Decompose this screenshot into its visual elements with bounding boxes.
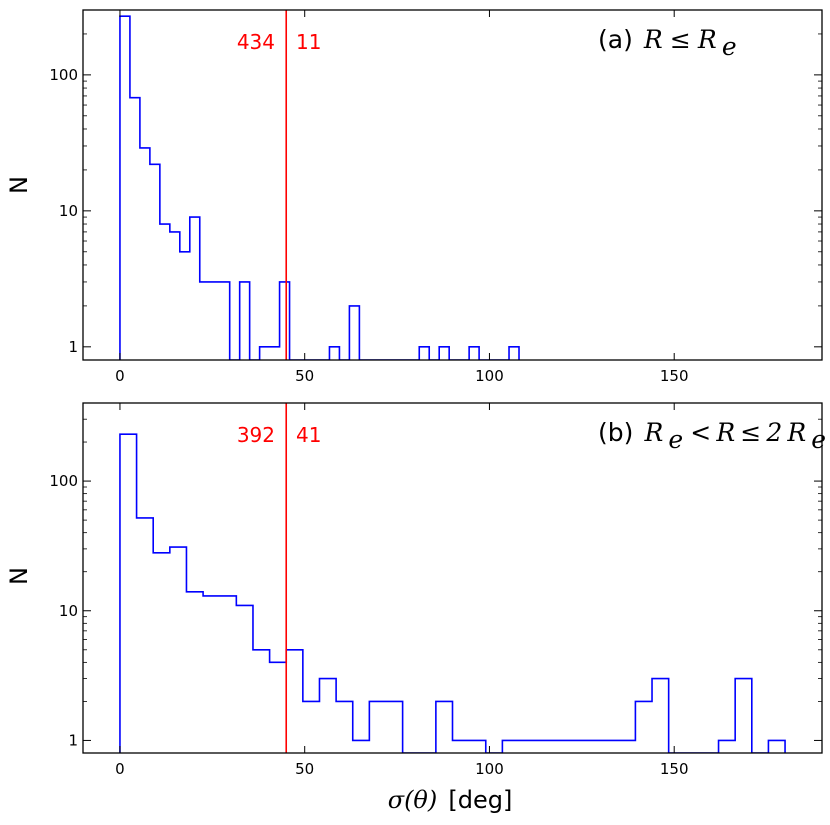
panel-a-ytick-label: 100 <box>49 66 78 84</box>
panel-a-xtick-label: 50 <box>295 367 314 385</box>
panel-a-count-left: 434 <box>237 30 275 54</box>
panel-a-ytick-label: 1 <box>68 338 78 356</box>
panel-b-condition-lt: < <box>690 418 711 447</box>
panel-b-condition-r1-sub: e <box>668 425 683 454</box>
panel-b-xtick-label: 0 <box>115 760 125 778</box>
panel-a-condition-op: ≤ <box>670 25 691 54</box>
panel-b-ylabel: N <box>5 567 33 585</box>
panel-a-frame <box>82 9 823 361</box>
panel-a-label: (a) <box>598 25 633 54</box>
panel-a-xtick-label: 0 <box>115 367 125 385</box>
panel-b-label: (b) <box>598 418 633 447</box>
panel-a-ylabel: N <box>5 176 33 194</box>
panel-b-xtick-label: 50 <box>295 760 314 778</box>
panel-a-plot <box>119 10 520 360</box>
panel-a-title: (a) R ≤ R e <box>598 25 737 61</box>
panel-b-condition-r2: R <box>786 418 806 447</box>
panel-b-ytick-label: 1 <box>68 731 78 749</box>
panel-b-frame <box>82 402 823 754</box>
panel-a-xtick-label: 150 <box>660 367 689 385</box>
panel-b-count-right: 41 <box>296 423 321 447</box>
panel-a-ytick-label: 10 <box>59 202 78 220</box>
panel-b-xtick-label: 150 <box>660 760 689 778</box>
panel-b-xtick-label: 100 <box>475 760 504 778</box>
panel-b-histogram <box>119 433 786 753</box>
x-axis-label: σ(θ) [deg] <box>388 786 513 814</box>
panel-b: N 392 41 (b) R e < R ≤ 2 R e 0 50 100 150 1 1… <box>5 402 826 778</box>
panel-b-count-left: 392 <box>237 423 275 447</box>
panel-b-ytick-label: 100 <box>49 472 78 490</box>
panel-b-title: (b) R e < R ≤ 2 R e <box>598 418 826 454</box>
panel-b-condition-r: R <box>715 418 735 447</box>
panel-a-count-right: 11 <box>296 30 321 54</box>
panel-a-histogram <box>119 15 520 360</box>
panel-a-xtick-label: 100 <box>475 367 504 385</box>
panel-a-condition-lhs: R <box>643 25 663 54</box>
panel-a-condition-rhs: R <box>697 25 717 54</box>
panel-a: N 434 11 (a) R ≤ R e 0 50 100 150 1 10 100 <box>5 9 823 385</box>
panel-b-ytick-label: 10 <box>59 602 78 620</box>
panel-a-condition-rhs-sub: e <box>722 32 737 61</box>
panel-b-plot <box>119 403 786 753</box>
x-axis-label-unit: [deg] <box>448 786 512 814</box>
x-axis-label-symbol: σ(θ) <box>388 786 438 814</box>
panel-b-condition-coeff: 2 <box>765 418 782 447</box>
panel-b-condition-r2-sub: e <box>811 425 826 454</box>
panel-b-condition-r1: R <box>643 418 663 447</box>
panel-b-condition-le: ≤ <box>740 418 761 447</box>
